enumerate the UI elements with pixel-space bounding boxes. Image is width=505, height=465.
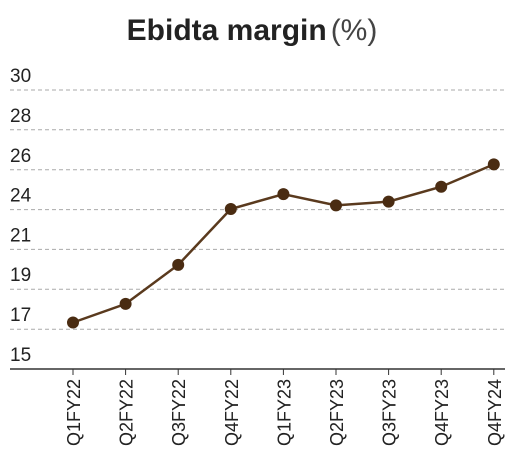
x-tick-label: Q3FY23 bbox=[380, 379, 400, 446]
marker bbox=[172, 258, 185, 271]
x-tick-label: Q4FY24 bbox=[485, 379, 505, 446]
marker bbox=[224, 203, 237, 216]
marker bbox=[119, 297, 132, 310]
marker bbox=[487, 158, 500, 171]
chart-subtitle: (%) bbox=[331, 14, 378, 47]
x-tick-label: Q4FY22 bbox=[222, 379, 242, 446]
marker bbox=[277, 188, 290, 201]
marker bbox=[330, 199, 342, 212]
marker bbox=[382, 195, 395, 208]
chart-title: Ebidta margin bbox=[127, 14, 327, 47]
y-tick-label: 30 bbox=[10, 66, 31, 87]
chart-title-group: Ebidta margin (%) bbox=[127, 14, 378, 47]
line bbox=[72, 163, 495, 324]
marker bbox=[67, 316, 79, 329]
y-tick-label: 19 bbox=[10, 265, 31, 286]
y-tick-label: 17 bbox=[10, 305, 31, 326]
y-tick-label: 15 bbox=[10, 345, 31, 366]
y-tick-label: 28 bbox=[10, 106, 31, 127]
y-tick-label: 21 bbox=[10, 225, 31, 246]
x-tick-label: Q4FY23 bbox=[432, 379, 452, 446]
x-tick-label: Q1FY23 bbox=[274, 379, 294, 446]
x-tick-label: Q2FY23 bbox=[327, 379, 347, 446]
y-tick-label: 24 bbox=[10, 186, 32, 207]
x-tick-label: Q3FY22 bbox=[169, 379, 189, 446]
x-tick-label: Q1FY22 bbox=[64, 379, 84, 446]
y-tick-label: 26 bbox=[10, 146, 31, 167]
marker bbox=[435, 180, 448, 193]
x-tick-label: Q2FY22 bbox=[117, 379, 137, 446]
